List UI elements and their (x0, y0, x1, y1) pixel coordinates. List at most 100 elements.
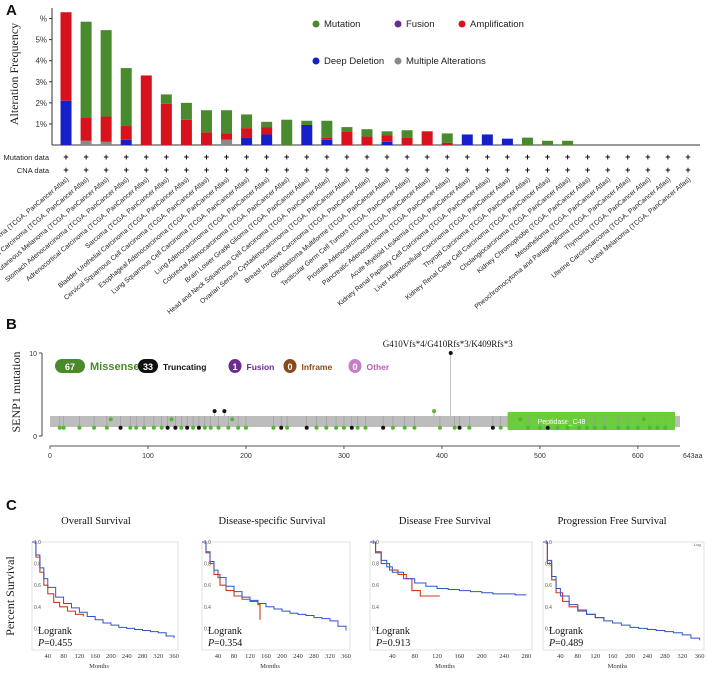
bar-amplification (180, 119, 192, 145)
km-curve-unaltered (32, 541, 175, 639)
bar-amplification (80, 117, 92, 141)
km-y-tick-label: 1.0 (545, 540, 552, 546)
y-tick-label: 10 (29, 351, 37, 358)
legend-badge (138, 359, 158, 373)
bar-mutation (100, 30, 112, 117)
row-marker: + (565, 152, 570, 162)
km-p-value-number: =0.489 (555, 638, 583, 649)
lollipop-missense (616, 425, 621, 430)
bar-mutation (180, 102, 192, 120)
km-frame (369, 541, 533, 651)
hotspot-label: G410Vfs*4/G410Rfs*3/K409Rfs*3 (383, 339, 514, 349)
lollipop-truncating (196, 425, 201, 430)
km-p-value-number: =0.455 (44, 638, 72, 649)
bar-mutation (441, 133, 453, 143)
km-frame (542, 541, 705, 651)
lollipop-truncating (222, 409, 227, 414)
lollipop-missense (236, 425, 241, 430)
bar-amplification (401, 137, 413, 145)
lollipop-missense (104, 425, 109, 430)
row-marker: + (625, 165, 630, 175)
km-curve-altered (370, 541, 440, 597)
lollipop-missense (655, 425, 660, 430)
km-y-tick-label: 0.8 (372, 562, 379, 568)
lollipop-missense (555, 425, 560, 430)
row-marker: + (184, 165, 189, 175)
row-marker: + (83, 165, 88, 175)
row-marker: + (224, 152, 229, 162)
km-x-tick-label: 200 (477, 653, 487, 660)
km-x-tick-label: 80 (60, 653, 67, 660)
lollipop-missense (498, 425, 503, 430)
bar-deep-deletion (481, 134, 493, 145)
km-y-tick-label: 0.4 (34, 605, 41, 611)
km-curve-unaltered (543, 541, 701, 641)
km-p-symbol: P (375, 638, 382, 649)
lollipop-truncating (118, 425, 123, 430)
row-marker: + (665, 165, 670, 175)
legend-badge (228, 359, 242, 373)
lollipop-missense (584, 425, 589, 430)
x-tick-label: 0 (48, 453, 52, 460)
row-marker: + (384, 165, 389, 175)
km-y-tick-label: 0.4 (545, 605, 552, 611)
lollipop-missense (159, 425, 164, 430)
legend-count: 0 (352, 362, 357, 372)
lollipop-missense (363, 425, 368, 430)
lollipop-missense (243, 425, 248, 430)
bar-amplification (361, 136, 373, 145)
km-x-tick-label: 160 (261, 653, 271, 660)
lollipop-missense (602, 425, 607, 430)
row-marker: + (264, 152, 269, 162)
km-x-tick-label: 280 (522, 653, 532, 660)
km-x-tick-label: 80 (411, 653, 418, 660)
bar-mutation (301, 120, 313, 125)
bar-amplification (221, 133, 233, 140)
row-marker: + (224, 165, 229, 175)
bar-mutation (120, 68, 132, 127)
km-x-tick-label: 240 (643, 653, 653, 660)
bar-mutation (80, 21, 92, 118)
row-marker: + (585, 152, 590, 162)
row-label: Mutation data (4, 153, 50, 162)
x-tick-label: 200 (240, 453, 252, 460)
row-marker: + (404, 165, 409, 175)
lollipop-truncating (279, 425, 284, 430)
row-marker: + (304, 152, 309, 162)
bar-amplification (261, 127, 273, 135)
km-p-symbol: P (207, 638, 214, 649)
bar-mutation (381, 131, 393, 136)
km-x-axis-label: Months (435, 663, 455, 670)
row-marker: + (665, 152, 670, 162)
km-x-tick-label: 160 (455, 653, 465, 660)
lollipop-missense (108, 417, 113, 422)
km-corner-note: Log (694, 542, 701, 547)
row-marker: + (204, 165, 209, 175)
km-x-tick-label: 40 (557, 653, 564, 660)
bar-amplification (200, 132, 212, 145)
row-marker: + (83, 152, 88, 162)
row-marker: + (645, 152, 650, 162)
bar-amplification (140, 75, 152, 145)
row-marker: + (124, 152, 129, 162)
lollipop-missense (592, 425, 597, 430)
km-p-symbol: P (548, 638, 555, 649)
panel-letter-a: A (6, 2, 17, 19)
km-y-tick-label: 0.8 (545, 562, 552, 568)
legend-badge (348, 359, 362, 373)
bar-amplification (120, 126, 132, 140)
row-marker: + (545, 165, 550, 175)
legend-marker-deep-deletion (312, 57, 320, 65)
legend-label: Multiple Alterations (406, 56, 486, 67)
row-marker: + (184, 152, 189, 162)
km-y-tick-label: 0.4 (372, 605, 379, 611)
km-x-tick-label: 320 (153, 653, 163, 660)
lollipop-missense (663, 425, 668, 430)
row-marker: + (124, 165, 129, 175)
row-marker: + (344, 152, 349, 162)
bar-mutation (221, 110, 233, 134)
km-x-tick-label: 360 (695, 653, 705, 660)
km-x-tick-label: 280 (138, 653, 148, 660)
legend-label: Fusion (247, 362, 275, 372)
row-marker: + (284, 165, 289, 175)
